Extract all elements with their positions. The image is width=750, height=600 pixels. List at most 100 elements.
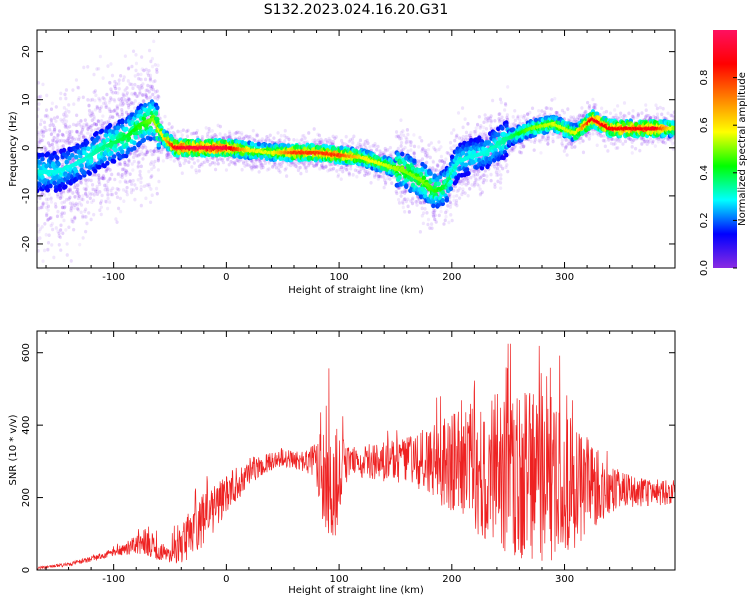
spectrogram-cloud-point: [376, 144, 380, 149]
spectrogram-cloud-point: [101, 96, 105, 100]
spectrogram-cloud-point: [450, 218, 454, 223]
spectrogram-cloud-point: [65, 253, 69, 257]
spectrogram-cloud-point: [92, 117, 96, 121]
spectrogram-cloud-point: [48, 123, 52, 128]
spectrogram-cloud-point: [54, 105, 58, 109]
spectrogram-cloud-point: [63, 125, 67, 129]
spectrogram-cloud-point: [49, 215, 54, 220]
spectrogram-cloud-point: [513, 108, 517, 113]
spectrogram-cloud-point: [126, 67, 131, 71]
spectrogram-cloud-point: [104, 103, 108, 108]
spectrogram-cloud-point: [150, 56, 155, 61]
spectrogram-cloud-point: [125, 86, 129, 90]
spectrogram-cloud-point: [644, 108, 648, 112]
spectrogram-core-point: [78, 175, 83, 180]
spectrogram-cloud-point: [100, 176, 104, 180]
spectrogram-cloud-point: [108, 176, 112, 181]
spectrogram-cloud-point: [263, 161, 268, 166]
spectrogram-cloud-point: [42, 120, 47, 125]
spectrogram-cloud-point: [420, 157, 425, 161]
spectrogram-cloud-point: [61, 133, 66, 138]
spectrogram-cloud-point: [489, 172, 493, 177]
spectrogram-cloud-point: [131, 101, 136, 106]
spectrogram-cloud-point: [181, 128, 185, 132]
spectrogram-cloud-point: [76, 202, 80, 207]
spectrogram-cloud-point: [84, 229, 88, 234]
spectrogram-cloud-point: [344, 134, 348, 139]
spectrogram-cloud-point: [347, 173, 351, 177]
spectrogram-cloud-point: [133, 106, 137, 110]
spectrogram-cloud-point: [119, 73, 123, 78]
spectrogram-cloud-point: [108, 200, 112, 204]
spectrogram-cloud-point: [69, 135, 73, 140]
spectrogram-cloud-point: [156, 63, 160, 68]
spectrogram-cloud-point: [117, 97, 121, 102]
spectrogram-cloud-point: [73, 216, 77, 221]
spectrogram-cloud-point: [105, 105, 109, 109]
spectrogram-cloud-point: [160, 120, 164, 124]
spectrogram-cloud-point: [647, 139, 651, 144]
spectrogram-cloud-point: [62, 218, 66, 223]
spectrogram-cloud-point: [86, 131, 90, 135]
spectrogram-cloud-point: [44, 232, 48, 237]
spectrogram-cloud-point: [67, 109, 71, 114]
spectrogram-cloud-point: [103, 187, 107, 192]
spectrogram-cloud-point: [97, 126, 101, 131]
spectrogram-cloud-point: [85, 184, 89, 189]
spectrogram-cloud-point: [95, 189, 100, 193]
spectrogram-cloud-point: [66, 136, 70, 141]
spectrogram-cloud-point: [460, 106, 465, 110]
spectrogram-cloud-point: [130, 162, 134, 166]
spectrogram-cloud-point: [114, 217, 118, 221]
spectrogram-cloud-point: [41, 134, 45, 138]
spectrogram-cloud-point: [38, 139, 42, 144]
spectrogram-cloud-point: [154, 186, 159, 191]
spectrogram-cloud-point: [207, 129, 211, 134]
spectrogram-cloud-point: [499, 177, 503, 181]
spectrogram-cloud-point: [108, 177, 112, 182]
spectrogram-cloud-point: [136, 148, 140, 153]
spectrogram-cloud-point: [90, 187, 95, 191]
spectrogram-cloud-point: [52, 129, 57, 134]
spectrogram-cloud-point: [69, 259, 73, 263]
spectrogram-cloud-point: [123, 123, 128, 127]
spectrogram-cloud-point: [133, 74, 137, 78]
spectrogram-cloud-point: [412, 133, 416, 137]
spectrogram-cloud-point: [294, 161, 298, 166]
spectrogram-cloud-point: [138, 169, 142, 174]
spectrogram-cloud-point: [46, 204, 51, 209]
spectrogram-cloud-point: [550, 98, 554, 102]
spectrogram-cloud-point: [128, 82, 132, 86]
spectrogram-cloud-point: [94, 189, 98, 194]
spectrogram-cloud-point: [51, 227, 55, 232]
spectrogram-cloud-point: [145, 149, 149, 153]
spectrogram-cloud-point: [633, 146, 638, 151]
spectrogram-cloud-point: [60, 211, 64, 216]
spectrogram-cloud-point: [56, 149, 60, 153]
spectrogram-cloud-point: [128, 179, 132, 184]
spectrogram-cloud-point: [595, 143, 599, 148]
spectrogram-cloud-point: [96, 96, 101, 101]
spectrogram-cloud-point: [423, 207, 427, 211]
spectrogram-cloud-point: [156, 168, 161, 172]
spectrogram-cloud-point: [43, 125, 47, 130]
spectrogram-cloud-point: [483, 168, 488, 173]
spectrogram-cloud-point: [114, 90, 118, 95]
spectrogram-cloud-point: [406, 204, 410, 209]
spectrogram-cloud-point: [121, 91, 125, 96]
spectrogram-cloud-point: [129, 190, 134, 195]
spectrogram-cloud-point: [94, 122, 99, 127]
spectrogram-cloud-point: [399, 136, 403, 141]
spectrogram-cloud-point: [102, 176, 107, 181]
spectrogram-cloud-point: [89, 114, 93, 118]
spectrogram-core-point: [40, 156, 45, 162]
spectrogram-cloud-point: [123, 54, 127, 58]
spectrogram-cloud-point: [60, 138, 64, 143]
spectrogram-cloud-point: [65, 130, 69, 135]
spectrogram-cloud-point: [64, 88, 69, 92]
spectrogram-cloud-point: [68, 188, 72, 192]
spectrogram-cloud-point: [619, 111, 623, 116]
spectrogram-cloud-point: [58, 96, 63, 101]
spectrogram-cloud-point: [103, 199, 108, 204]
spectrogram-cloud-point: [417, 145, 421, 149]
